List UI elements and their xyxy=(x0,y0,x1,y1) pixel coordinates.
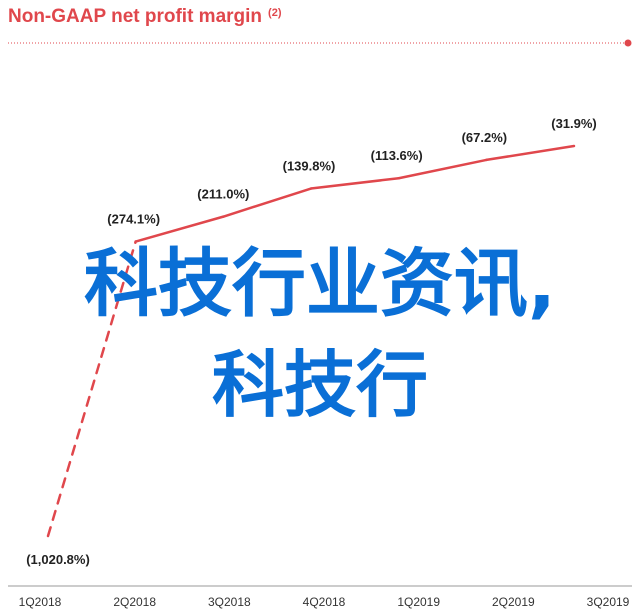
title-divider-dot xyxy=(624,39,632,47)
series-layer xyxy=(46,144,576,538)
chart-title: Non-GAAP net profit margin xyxy=(8,6,263,27)
data-label: (211.0%) xyxy=(197,187,249,202)
series-line-segment xyxy=(222,187,313,218)
data-label: (113.6%) xyxy=(371,148,423,163)
data-label: (274.1%) xyxy=(107,212,160,227)
data-label: (31.9%) xyxy=(551,116,597,131)
series-line-segment xyxy=(309,176,400,190)
data-label: (67.2%) xyxy=(462,130,508,145)
x-tick-layer: 1Q2018 2Q2018 3Q2018 4Q2018 1Q2019 2Q2019 3Q20… xyxy=(19,595,630,609)
data-label-layer: (1,020.8%) (274.1%) (211.0%) (139.8%) (113.6… xyxy=(26,116,597,567)
series-line-segment xyxy=(485,144,576,162)
title-footnote-marker: (2) xyxy=(268,7,282,19)
series-line-segment xyxy=(134,215,225,243)
x-tick-label: 2Q2018 xyxy=(113,595,156,609)
x-tick-label: 4Q2018 xyxy=(303,595,346,609)
chart-header: Non-GAAP net profit margin (2) xyxy=(8,6,282,34)
data-label: (139.8%) xyxy=(283,159,336,174)
x-tick-label: 3Q2019 xyxy=(587,595,630,609)
x-tick-label: 1Q2018 xyxy=(19,595,62,609)
series-line-segment xyxy=(397,158,488,180)
series-line-segment xyxy=(46,240,137,538)
data-label: (1,020.8%) xyxy=(26,552,90,567)
x-tick-label: 3Q2018 xyxy=(208,595,251,609)
x-tick-label: 2Q2019 xyxy=(492,595,535,609)
x-tick-label: 1Q2019 xyxy=(397,595,440,609)
